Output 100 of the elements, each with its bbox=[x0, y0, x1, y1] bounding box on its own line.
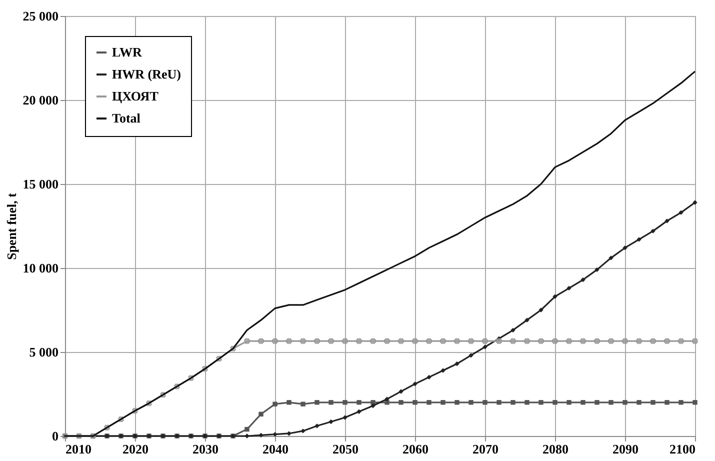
point bbox=[454, 338, 460, 344]
point bbox=[146, 400, 152, 406]
point bbox=[594, 267, 600, 272]
point bbox=[552, 294, 558, 299]
point bbox=[566, 338, 572, 344]
point bbox=[342, 415, 348, 420]
point bbox=[356, 338, 362, 344]
point bbox=[398, 389, 404, 394]
point bbox=[230, 346, 236, 352]
point bbox=[440, 338, 446, 344]
x-tick-label: 2010 bbox=[66, 442, 92, 456]
point bbox=[482, 400, 488, 405]
point bbox=[412, 400, 418, 405]
point bbox=[118, 416, 124, 422]
y-tick-label: 0 bbox=[52, 428, 58, 444]
point bbox=[552, 400, 558, 405]
point bbox=[664, 218, 670, 224]
point bbox=[244, 434, 250, 438]
point bbox=[300, 428, 306, 434]
y-axis-title: Spent fuel, t bbox=[4, 192, 19, 260]
point bbox=[678, 210, 684, 215]
point bbox=[636, 237, 642, 242]
point bbox=[622, 245, 628, 250]
legend-label: LWR bbox=[112, 44, 142, 60]
point bbox=[104, 424, 110, 431]
point bbox=[608, 338, 614, 344]
point bbox=[440, 400, 446, 405]
legend-label: Total bbox=[112, 110, 141, 126]
x-tick-label: 2080 bbox=[542, 442, 568, 456]
point bbox=[286, 338, 292, 344]
point bbox=[524, 400, 530, 405]
point bbox=[678, 338, 684, 344]
point bbox=[300, 402, 306, 406]
point bbox=[496, 400, 502, 405]
point bbox=[468, 400, 474, 405]
point bbox=[510, 400, 516, 405]
point bbox=[188, 375, 194, 381]
point bbox=[272, 402, 278, 406]
point bbox=[132, 408, 138, 414]
point bbox=[384, 396, 390, 402]
point bbox=[594, 338, 600, 344]
point bbox=[342, 400, 348, 405]
x-tick-label: 2070 bbox=[472, 442, 498, 456]
point bbox=[580, 338, 586, 344]
point bbox=[426, 338, 432, 344]
point bbox=[370, 338, 376, 344]
x-tick-label: 2050 bbox=[332, 442, 358, 456]
point bbox=[510, 328, 516, 333]
point bbox=[454, 400, 460, 405]
point bbox=[426, 400, 432, 405]
x-tick-label: 2090 bbox=[612, 442, 638, 456]
point bbox=[608, 256, 614, 260]
y-tick-label: 10 000 bbox=[22, 260, 58, 276]
point bbox=[258, 338, 264, 344]
point bbox=[216, 356, 222, 362]
point bbox=[622, 338, 628, 344]
point bbox=[328, 338, 334, 344]
point bbox=[244, 426, 250, 432]
point bbox=[664, 400, 670, 405]
point bbox=[664, 338, 670, 344]
point bbox=[328, 419, 334, 424]
y-tick-label: 15 000 bbox=[22, 176, 58, 192]
point bbox=[356, 409, 362, 414]
point bbox=[258, 412, 264, 417]
point bbox=[314, 338, 320, 344]
x-tick-label: 2100 bbox=[670, 442, 696, 456]
point bbox=[398, 400, 404, 405]
point bbox=[524, 318, 530, 322]
point bbox=[286, 431, 292, 436]
x-tick-label: 2020 bbox=[122, 442, 148, 456]
point bbox=[538, 400, 544, 405]
point bbox=[692, 200, 698, 205]
point bbox=[608, 400, 614, 405]
point bbox=[314, 400, 320, 405]
point bbox=[650, 338, 656, 344]
legend-label: ЦХОЯТ bbox=[112, 88, 159, 104]
point bbox=[398, 338, 404, 344]
point bbox=[468, 353, 474, 358]
point bbox=[510, 338, 516, 344]
point bbox=[426, 374, 432, 380]
point bbox=[538, 338, 544, 344]
point bbox=[622, 400, 628, 405]
point bbox=[300, 338, 306, 344]
point bbox=[412, 338, 418, 344]
point bbox=[538, 308, 544, 312]
point bbox=[482, 344, 488, 350]
point bbox=[692, 400, 698, 405]
point bbox=[692, 338, 698, 344]
point bbox=[580, 277, 586, 282]
point bbox=[342, 338, 348, 344]
y-tick-label: 5 000 bbox=[29, 344, 58, 360]
y-tick-label: 20 000 bbox=[22, 92, 58, 108]
point bbox=[272, 432, 278, 437]
point bbox=[160, 392, 166, 398]
point bbox=[552, 338, 558, 344]
point bbox=[468, 338, 474, 344]
point bbox=[636, 338, 642, 344]
point bbox=[272, 338, 278, 344]
point bbox=[566, 400, 572, 405]
point bbox=[580, 400, 586, 405]
